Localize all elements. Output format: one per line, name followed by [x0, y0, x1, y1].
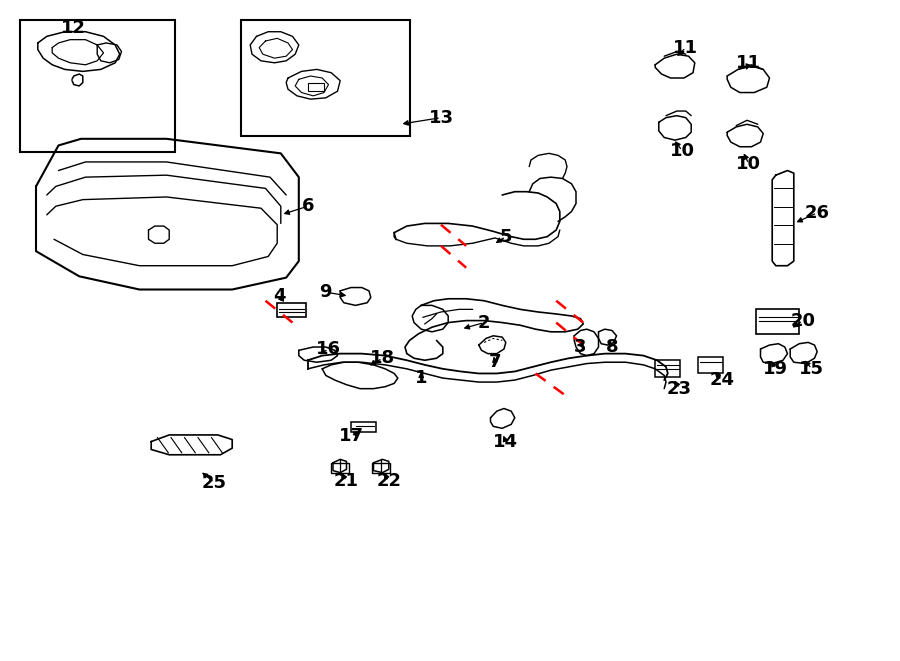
Text: 23: 23 [667, 379, 692, 398]
Text: 22: 22 [376, 472, 401, 490]
Bar [20, 20, 175, 152]
Text: 19: 19 [763, 360, 788, 378]
Text: 10: 10 [736, 155, 761, 173]
Text: 18: 18 [370, 349, 395, 368]
Text: 13: 13 [428, 108, 454, 127]
Text: 4: 4 [273, 287, 285, 305]
Bar [351, 422, 376, 432]
Bar [756, 309, 799, 334]
Text: 20: 20 [790, 311, 815, 330]
Text: 24: 24 [709, 371, 734, 389]
Text: 17: 17 [338, 427, 364, 446]
Text: 2: 2 [478, 313, 491, 332]
Text: 21: 21 [334, 472, 359, 490]
Text: 8: 8 [606, 338, 618, 356]
Text: 3: 3 [574, 338, 587, 356]
Text: 15: 15 [799, 360, 824, 378]
Text: 9: 9 [320, 283, 332, 301]
Text: 11: 11 [736, 54, 761, 72]
Text: 26: 26 [805, 204, 830, 222]
Text: 7: 7 [489, 353, 501, 371]
Bar [308, 83, 324, 91]
Text: 5: 5 [500, 227, 512, 246]
Bar [331, 463, 349, 473]
Bar [241, 20, 410, 136]
Text: 1: 1 [415, 369, 428, 387]
Text: 14: 14 [493, 432, 518, 451]
Bar [277, 303, 306, 317]
Text: 12: 12 [61, 19, 86, 37]
Bar [655, 360, 680, 377]
Bar [372, 463, 390, 473]
Text: 25: 25 [202, 473, 227, 492]
Text: 11: 11 [673, 38, 698, 57]
Text: 6: 6 [302, 197, 314, 215]
Text: 16: 16 [316, 340, 341, 358]
Bar [698, 357, 723, 373]
Text: 10: 10 [670, 141, 695, 160]
